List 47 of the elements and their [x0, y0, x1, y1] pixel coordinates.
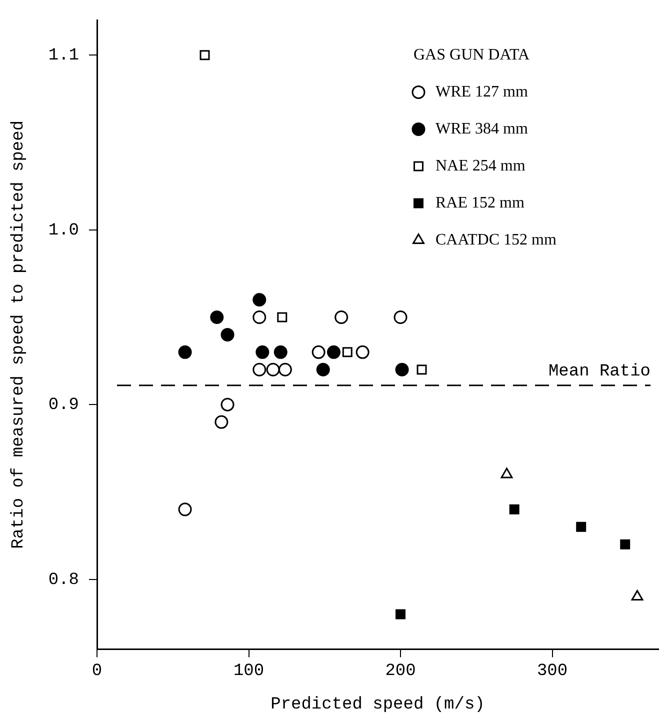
point	[178, 502, 192, 516]
point	[316, 362, 330, 376]
point	[416, 364, 427, 375]
point	[278, 362, 292, 376]
point	[509, 504, 520, 514]
legend-title: GAS GUN DATA	[414, 46, 530, 64]
y-tick-label: 0.9	[48, 396, 80, 416]
x-axis-title: Predicted speed (m/s)	[270, 695, 485, 714]
point	[500, 468, 513, 478]
point	[277, 312, 288, 322]
y-tick-label: 1.0	[48, 221, 80, 240]
point	[220, 398, 234, 412]
x-tick-label: 0	[92, 662, 102, 681]
legend-label: WRE 127 mm	[436, 83, 528, 100]
y-tick-label: 1.1	[48, 46, 80, 66]
point	[210, 310, 224, 324]
legend-label: RAE 152 mm	[436, 194, 525, 212]
point	[252, 310, 266, 324]
point	[200, 50, 210, 60]
point	[312, 345, 326, 359]
point	[252, 362, 266, 376]
point	[326, 345, 340, 359]
point	[274, 345, 288, 359]
legend-label: WRE 384 mm	[436, 120, 528, 138]
x-tick-label: 100	[233, 662, 264, 681]
y-tick-label: 0.8	[48, 570, 80, 590]
point	[178, 345, 192, 359]
point	[334, 310, 348, 324]
point	[256, 345, 270, 359]
point	[394, 310, 408, 324]
point	[252, 293, 266, 307]
legend-label: CAATDC 152 mm	[436, 231, 557, 248]
point	[214, 415, 228, 429]
point	[631, 590, 644, 601]
y-axis-title: Ratio of measured speed to predicted speed	[10, 120, 29, 549]
point	[356, 345, 370, 359]
point	[576, 522, 586, 532]
point	[220, 328, 234, 342]
x-tick-label: 300	[536, 662, 568, 681]
x-tick-label: 200	[385, 662, 416, 681]
point	[396, 609, 406, 620]
ref-line-label: Mean Ratio	[548, 362, 650, 382]
point	[395, 362, 409, 376]
legend-label: NAE 254 mm	[436, 157, 526, 174]
point	[620, 539, 630, 550]
point	[342, 347, 352, 358]
point	[266, 362, 280, 376]
